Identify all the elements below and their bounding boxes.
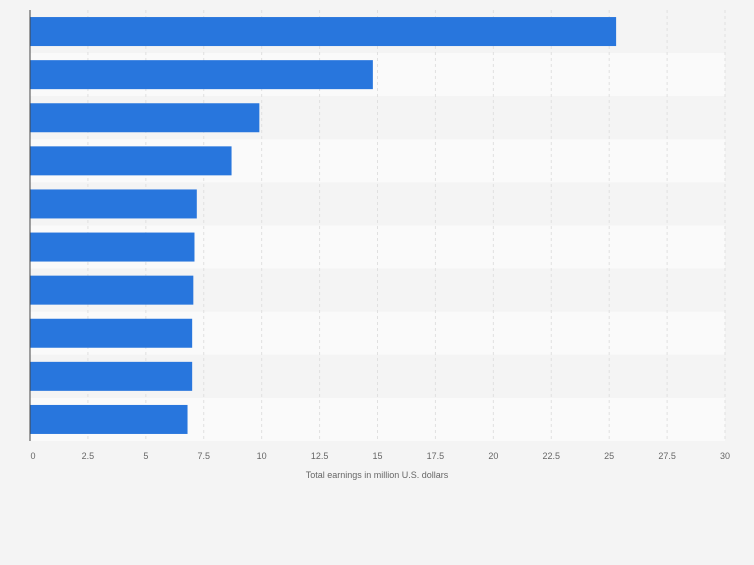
x-axis-label: Total earnings in million U.S. dollars xyxy=(306,470,449,480)
x-tick-label: 10 xyxy=(257,451,267,461)
bar[interactable] xyxy=(30,17,617,47)
x-tick-label: 25 xyxy=(604,451,614,461)
x-tick-label: 17.5 xyxy=(427,451,445,461)
x-tick-label: 15 xyxy=(372,451,382,461)
x-tick-label: 30 xyxy=(720,451,730,461)
x-tick-label: 27.5 xyxy=(658,451,676,461)
x-tick-label: 22.5 xyxy=(542,451,560,461)
bars xyxy=(30,17,617,434)
x-axis-ticks: 0 2.5 5 7.5 10 12.5 15 17.5 20 22.5 25 27.5 30 xyxy=(30,451,730,461)
bar[interactable] xyxy=(30,232,195,262)
x-tick-label: 2.5 xyxy=(82,451,95,461)
bar[interactable] xyxy=(30,146,232,176)
x-tick-label: 0 xyxy=(30,451,35,461)
bar[interactable] xyxy=(30,404,188,434)
x-tick-label: 20 xyxy=(488,451,498,461)
bar[interactable] xyxy=(30,60,373,90)
x-tick-label: 5 xyxy=(143,451,148,461)
bar[interactable] xyxy=(30,103,260,133)
bar[interactable] xyxy=(30,189,197,219)
bar[interactable] xyxy=(30,275,194,305)
bar[interactable] xyxy=(30,361,193,391)
x-tick-label: 7.5 xyxy=(197,451,210,461)
x-tick-label: 12.5 xyxy=(311,451,329,461)
bar[interactable] xyxy=(30,318,193,348)
